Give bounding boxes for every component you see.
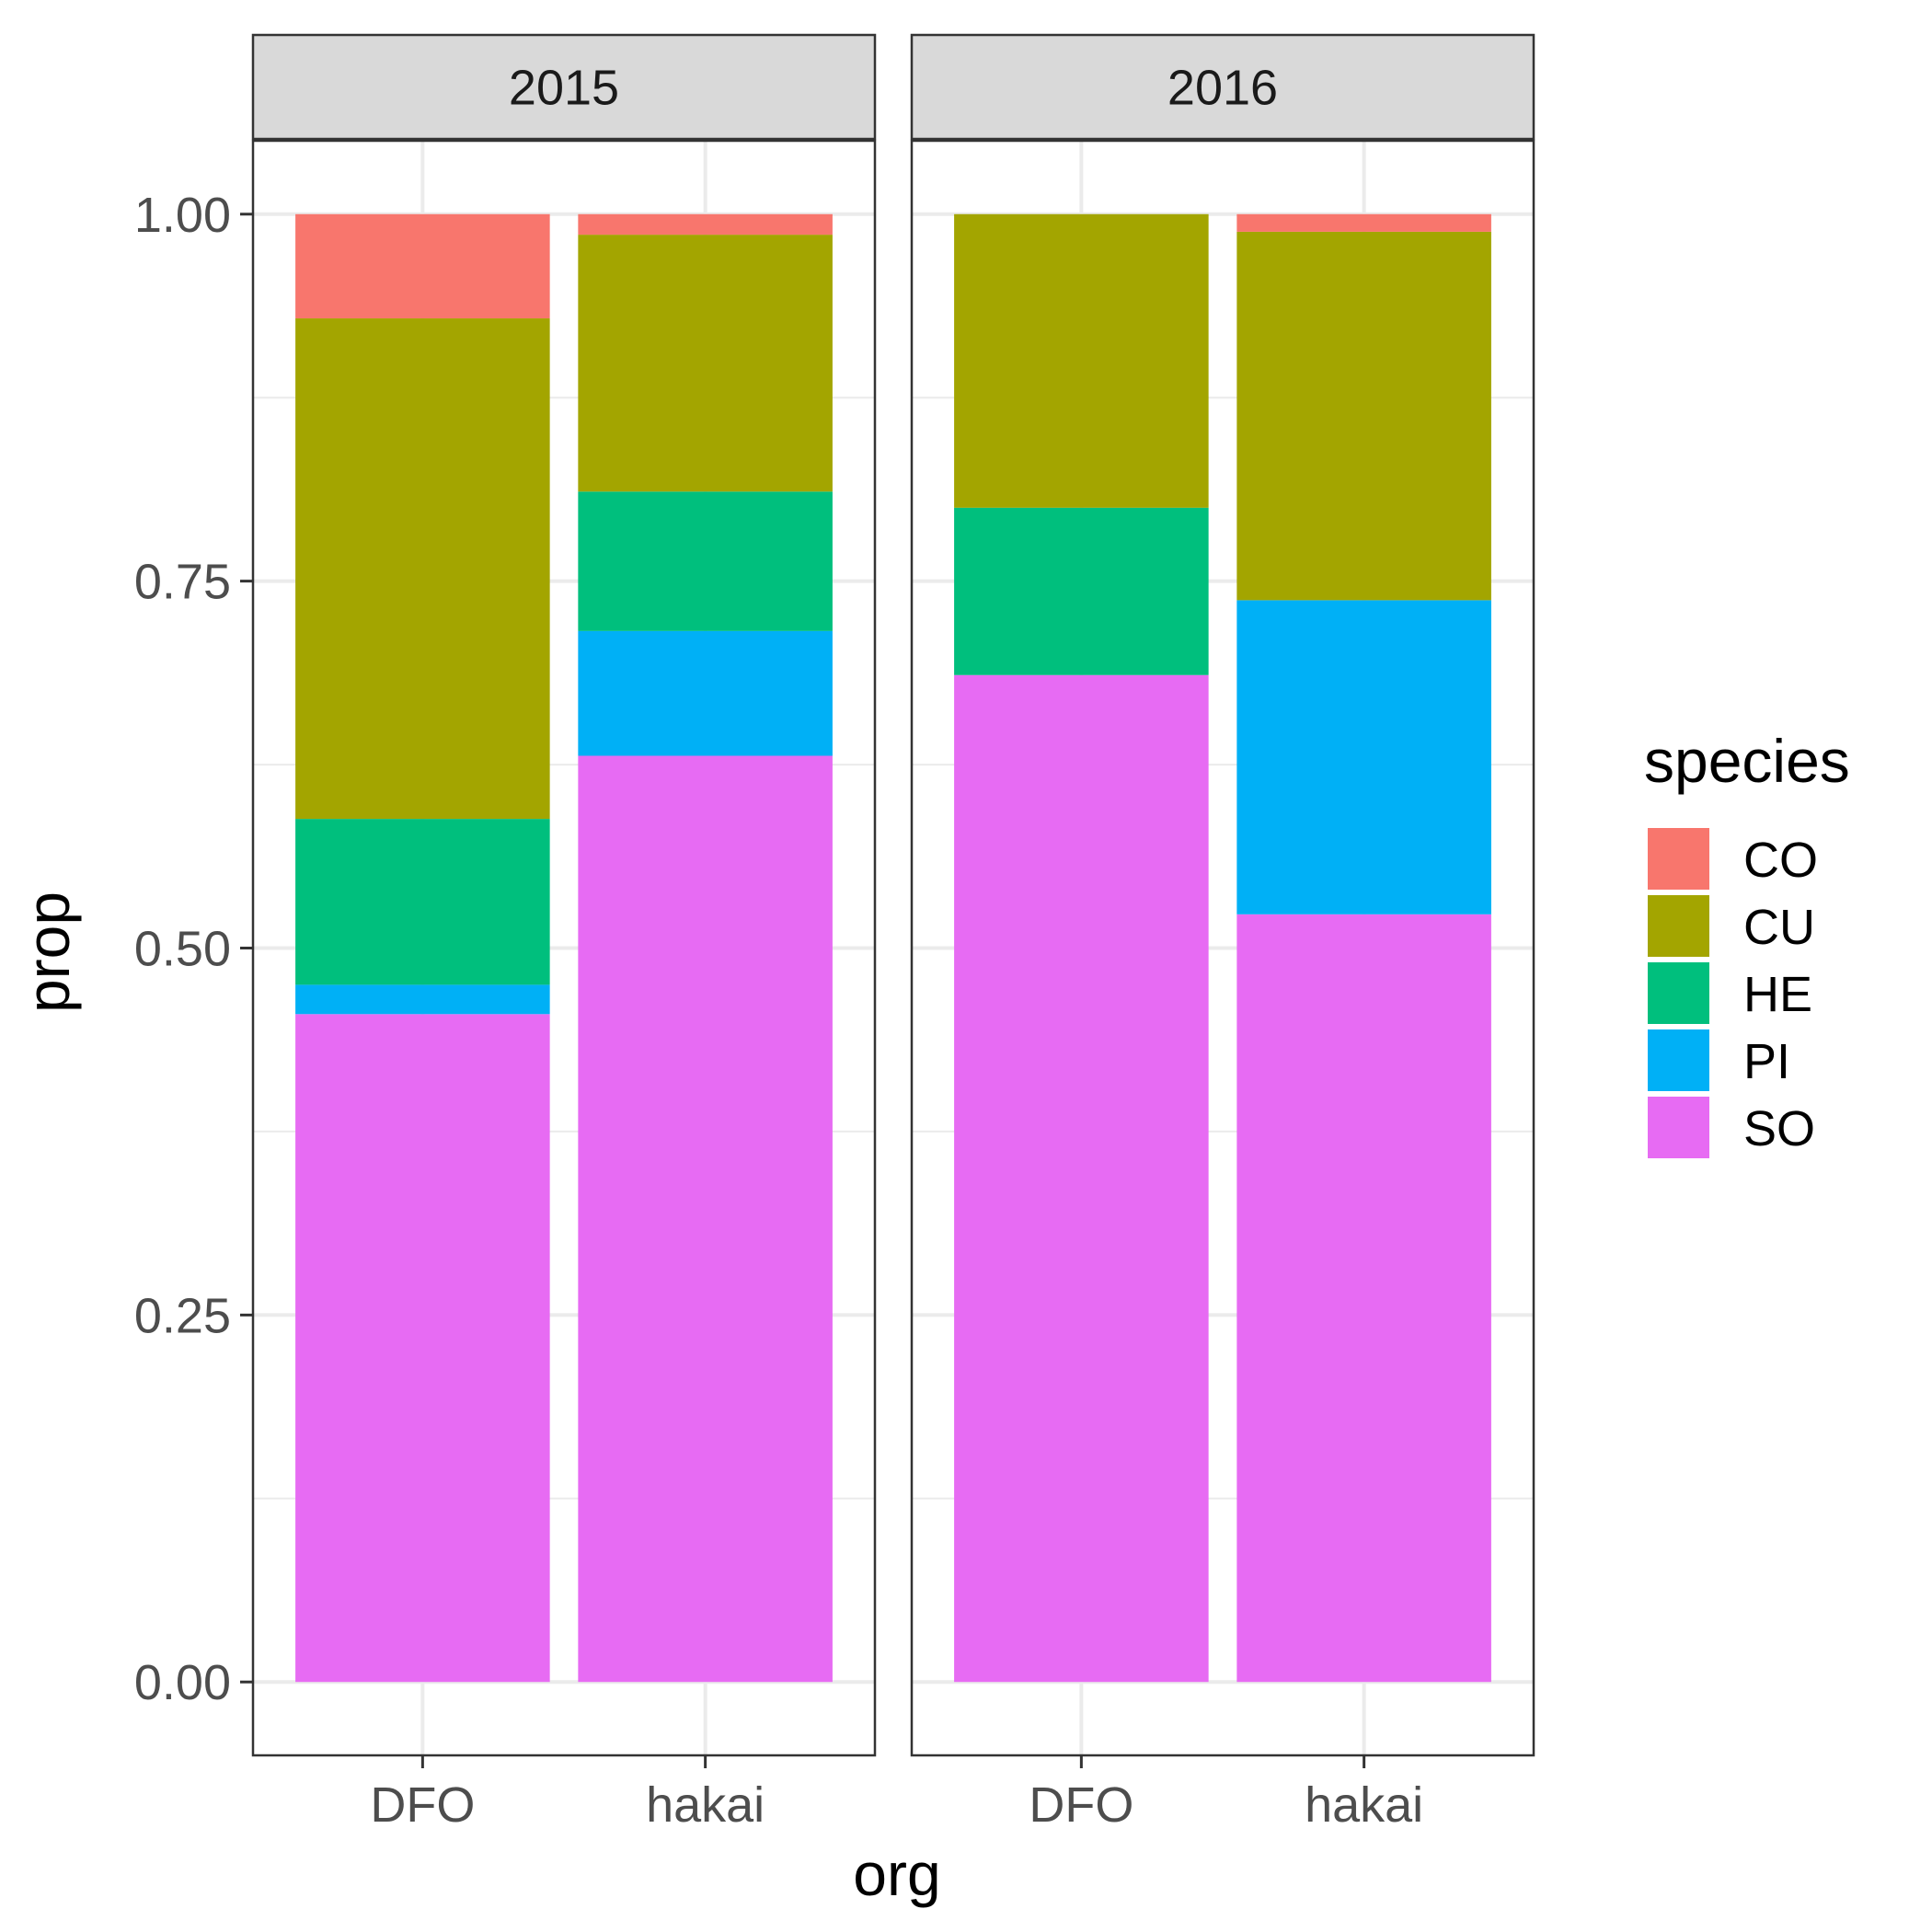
bar-segment-CU-DFO-2016: [954, 213, 1209, 508]
legend-key-SO: [1648, 1097, 1709, 1158]
bar-segment-HE-DFO-2015: [295, 819, 550, 985]
legend-key-CU: [1648, 895, 1709, 957]
bar-segment-HE-DFO-2016: [954, 507, 1209, 675]
legend-label-SO: SO: [1743, 1101, 1815, 1156]
legend-key-HE: [1648, 962, 1709, 1024]
legend-key-CO: [1648, 828, 1709, 890]
bar-segment-CO-hakai-2016: [1236, 213, 1491, 232]
legend-key-PI: [1648, 1029, 1709, 1091]
legend-label-HE: HE: [1743, 967, 1812, 1022]
y-tick-label: 1.00: [134, 188, 231, 243]
bar-segment-SO-DFO-2015: [295, 1014, 550, 1683]
facet-strip: [910, 33, 1535, 141]
bar-segment-CO-DFO-2015: [295, 213, 550, 319]
facet-strip-label: 2015: [509, 61, 619, 116]
facet-panel-2015: 2015 DFO hakai: [251, 33, 877, 1833]
y-tick-label: 0.25: [134, 1288, 231, 1343]
panel-border: [910, 139, 1535, 1757]
x-tick-label: hakai: [1305, 1777, 1423, 1833]
x-axis-title: org: [853, 1840, 940, 1908]
bar-segment-PI-DFO-2015: [295, 984, 550, 1015]
bar-segment-CU-hakai-2016: [1236, 231, 1491, 601]
facet-panel-2016: 2016 DFO hakai: [910, 33, 1535, 1833]
facet-strip: [251, 33, 877, 141]
bar-segment-PI-hakai-2016: [1236, 600, 1491, 914]
x-tick-label: DFO: [370, 1777, 475, 1833]
y-tick-label: 0.00: [134, 1655, 231, 1710]
bar-segment-HE-hakai-2015: [578, 491, 833, 631]
legend: species CO CU HE PI SO: [1644, 727, 1850, 1158]
legend-label-PI: PI: [1743, 1034, 1790, 1089]
legend-label-CO: CO: [1743, 833, 1818, 888]
bar-segment-PI-hakai-2015: [578, 630, 833, 756]
bar-segment-CO-hakai-2015: [578, 213, 833, 236]
x-tick-label: hakai: [646, 1777, 765, 1833]
y-tick-label: 0.75: [134, 555, 231, 610]
y-tick-label: 0.50: [134, 922, 231, 977]
bar-segment-CU-DFO-2015: [295, 318, 550, 820]
bar-segment-SO-hakai-2015: [578, 755, 833, 1683]
y-axis-title: prop: [14, 891, 82, 1013]
bar-segment-SO-DFO-2016: [954, 674, 1209, 1683]
bar-segment-CU-hakai-2015: [578, 235, 833, 492]
legend-label-CU: CU: [1743, 900, 1815, 955]
bar-segment-SO-hakai-2016: [1236, 914, 1491, 1683]
facet-strip-label: 2016: [1167, 61, 1278, 116]
legend-title: species: [1644, 727, 1850, 795]
x-tick-label: DFO: [1029, 1777, 1133, 1833]
